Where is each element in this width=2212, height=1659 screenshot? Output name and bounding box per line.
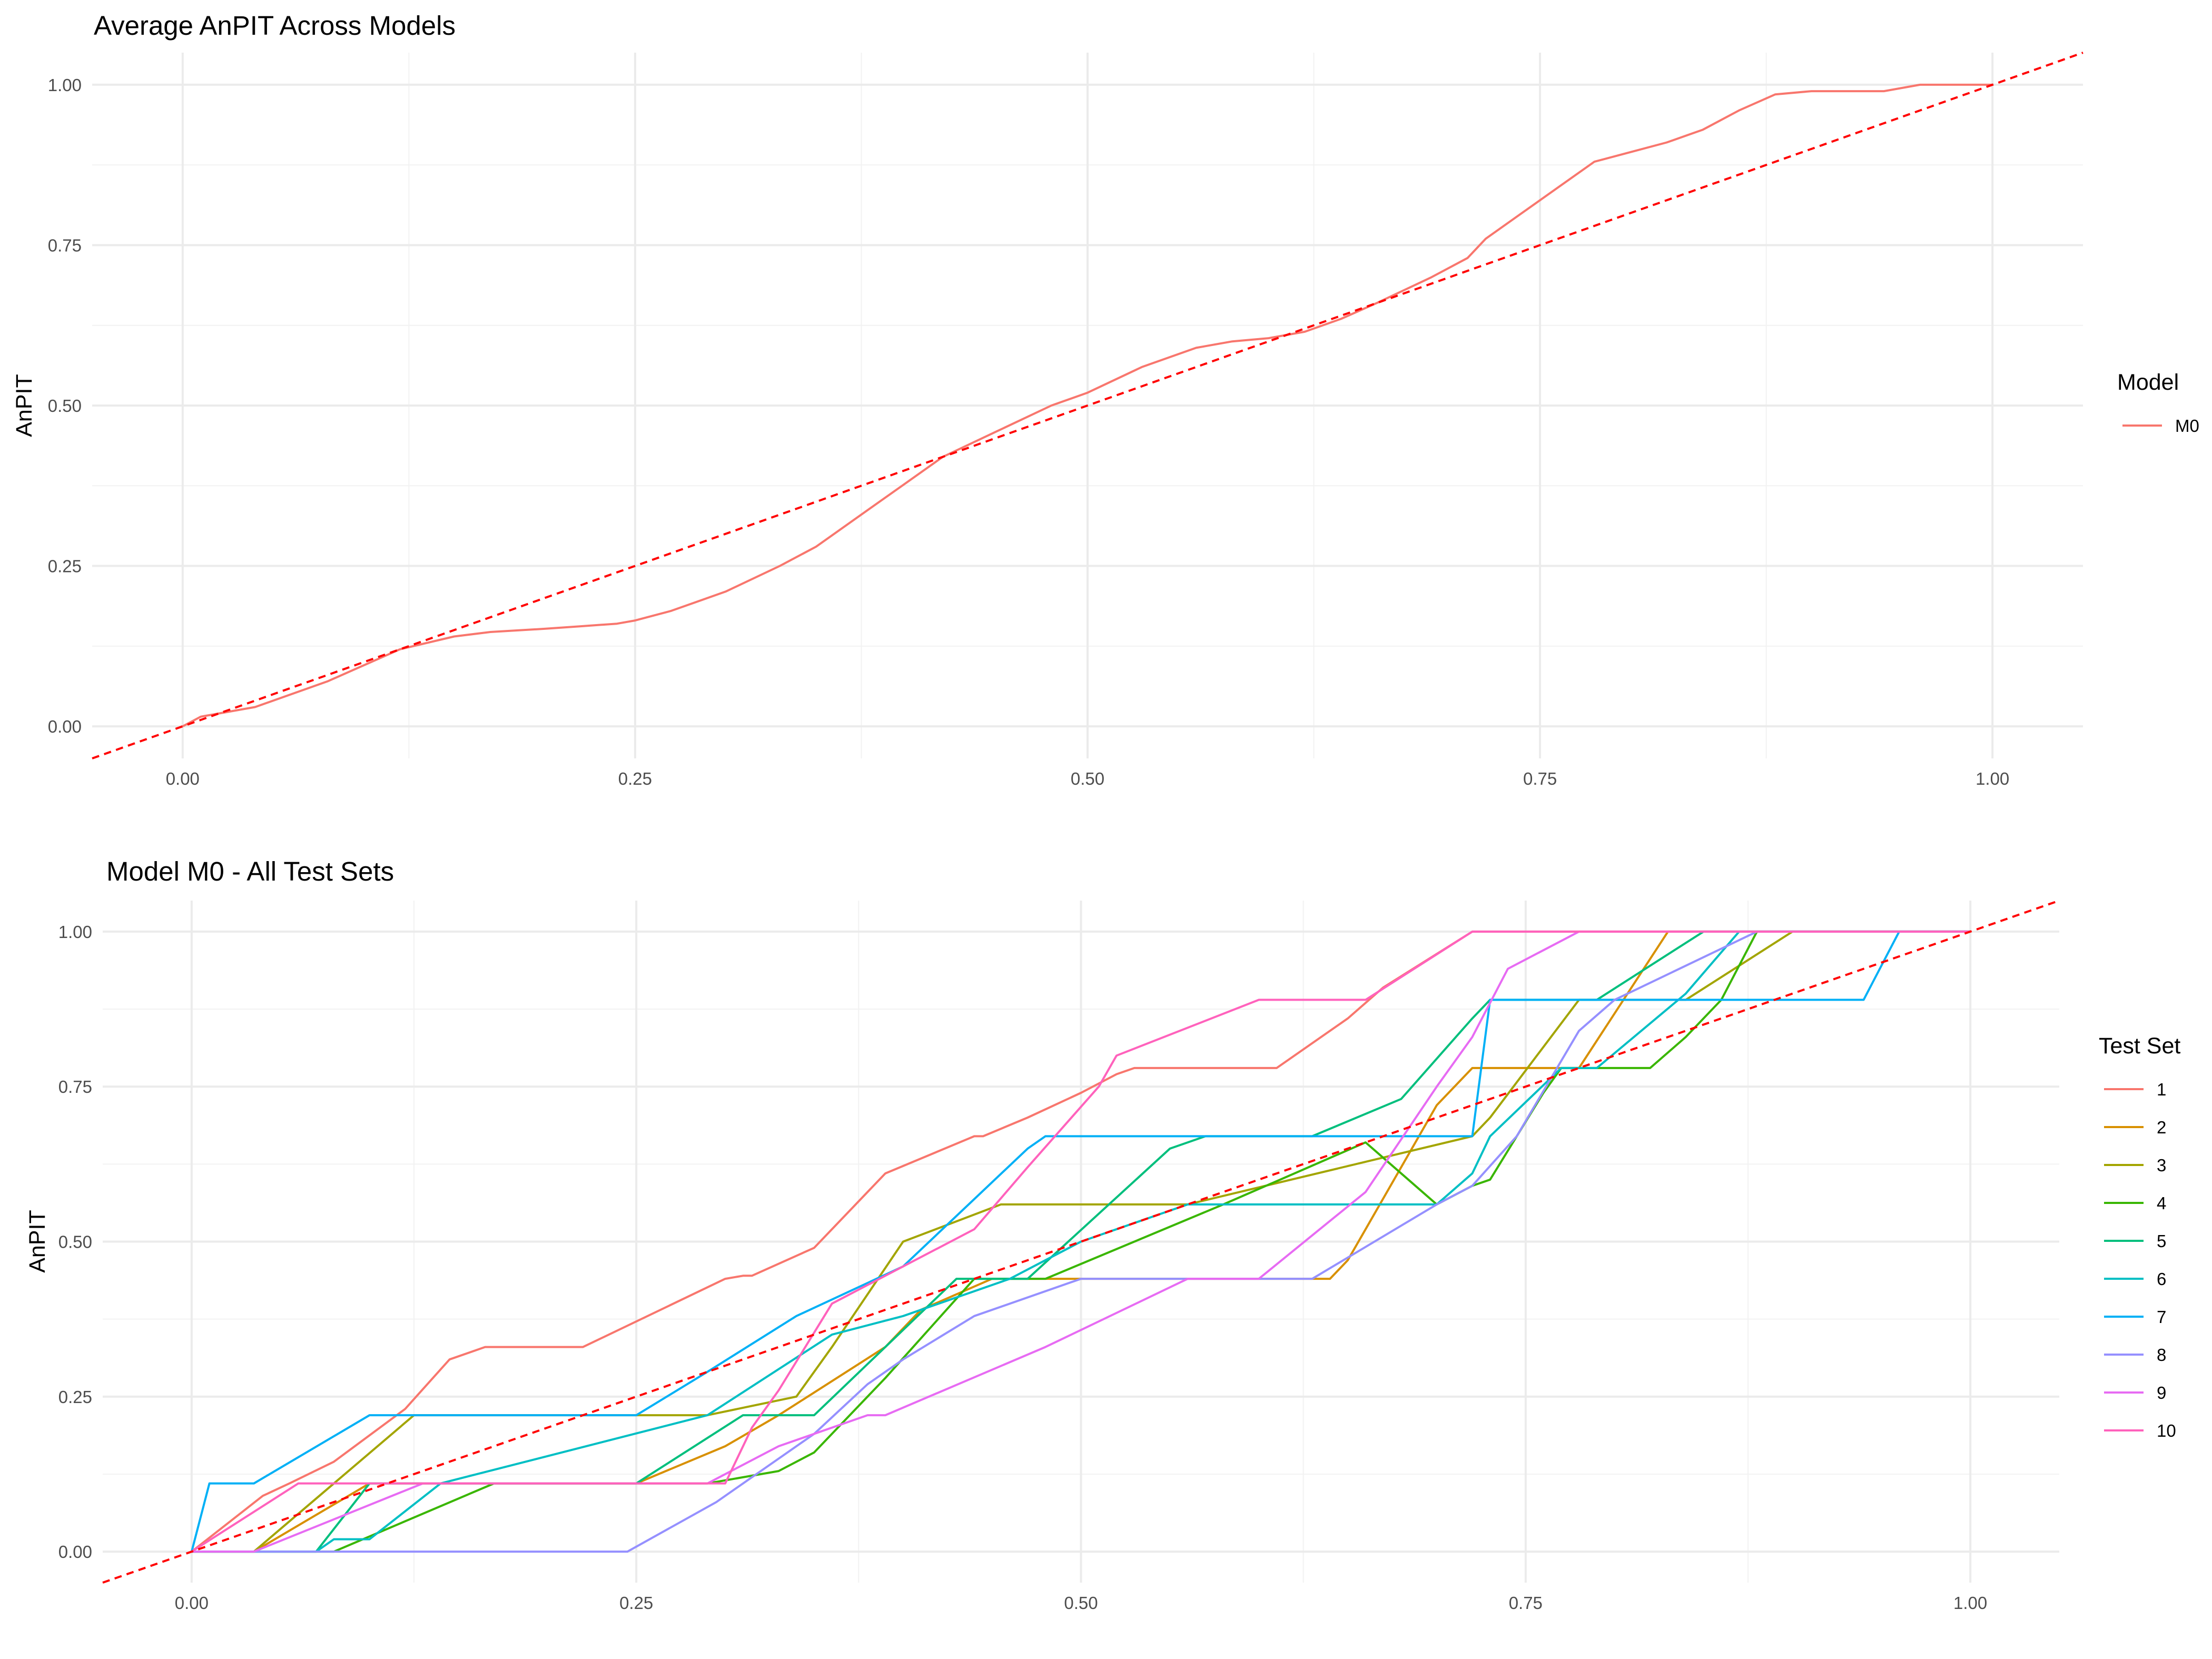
series-line-6 (191, 930, 1971, 1553)
y-tick-label: 1.00 (48, 75, 82, 95)
legend-label: 2 (2157, 1118, 2166, 1137)
legend-label: 1 (2157, 1080, 2166, 1099)
y-tick-label: 0.50 (48, 396, 82, 416)
x-tick-label: 0.25 (618, 769, 652, 788)
legend-label: M0 (2175, 416, 2199, 436)
x-tick-label: 0.75 (1509, 1593, 1543, 1613)
panel-test-sets: Model M0 - All Test Sets AnPIT Test Set … (25, 856, 2180, 1613)
chart-title: Model M0 - All Test Sets (106, 856, 394, 886)
y-tick-label: 0.00 (58, 1542, 92, 1562)
y-tick-label: 1.00 (58, 922, 92, 942)
reference-line (102, 900, 2060, 1584)
x-tick-label: 0.50 (1064, 1593, 1098, 1613)
legend-label: 5 (2157, 1231, 2166, 1251)
y-tick-label: 0.25 (48, 557, 82, 576)
legend-label: 3 (2157, 1156, 2166, 1175)
x-tick-label: 1.00 (1976, 769, 2009, 788)
y-tick-label: 0.75 (48, 235, 82, 255)
x-tick-label: 0.50 (1071, 769, 1104, 788)
reference-line (92, 52, 2083, 759)
gridlines (103, 901, 2059, 1583)
series-line-8 (191, 930, 1971, 1553)
legend-label: 8 (2157, 1345, 2166, 1365)
legend-label: 9 (2157, 1383, 2166, 1403)
legend-title: Model (2117, 370, 2179, 395)
legend-label: 7 (2157, 1307, 2166, 1327)
y-tick-label: 0.75 (58, 1077, 92, 1097)
legend-label: 6 (2157, 1269, 2166, 1289)
y-axis-label: AnPIT (25, 1210, 50, 1273)
series-line-M0 (182, 83, 1993, 727)
series-line-1 (191, 930, 1971, 1553)
x-tick-label: 0.75 (1523, 769, 1557, 788)
panel-average-anpit: Average AnPIT Across Models AnPIT Model … (12, 11, 2199, 788)
series-line-4 (191, 930, 1971, 1553)
x-tick-label: 0.00 (175, 1593, 209, 1613)
x-tick-label: 1.00 (1953, 1593, 1987, 1613)
legend-label: 10 (2157, 1421, 2176, 1440)
x-tick-label: 0.00 (166, 769, 200, 788)
y-tick-label: 0.25 (58, 1387, 92, 1407)
series-line-10 (191, 930, 1971, 1553)
chart-title: Average AnPIT Across Models (94, 11, 456, 41)
legend-title: Test Set (2099, 1033, 2180, 1059)
y-tick-label: 0.00 (48, 717, 82, 736)
y-axis-label: AnPIT (12, 374, 37, 437)
x-tick-label: 0.25 (619, 1593, 653, 1613)
legend-label: 4 (2157, 1193, 2166, 1213)
y-tick-label: 0.50 (58, 1232, 92, 1252)
